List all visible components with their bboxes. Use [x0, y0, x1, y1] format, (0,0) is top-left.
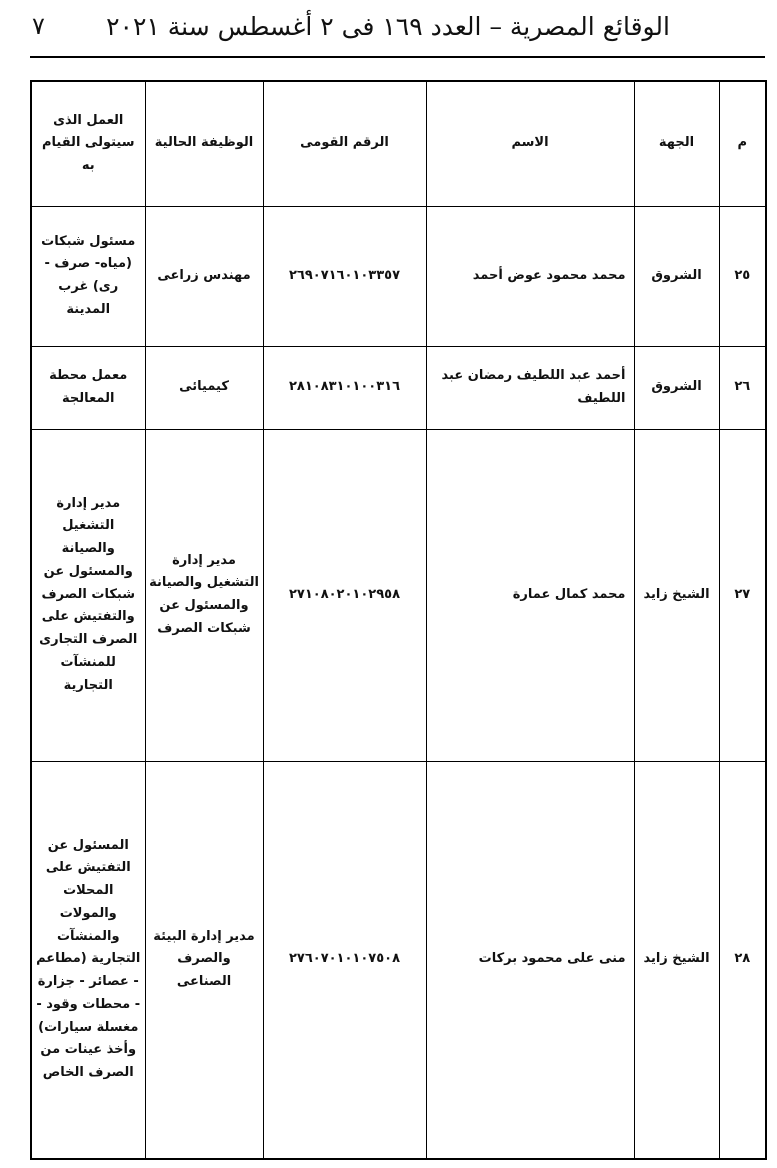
table-cell: ٢٨ [718, 760, 767, 1160]
page-number: ٧ [32, 12, 45, 40]
column-header: العمل الذى سيتولى القيام به [30, 80, 146, 207]
table-cell: الشيخ زايد [633, 760, 720, 1160]
table-cell: مدير إدارة التشغيل والصيانة والمسئول عن … [144, 428, 264, 762]
table: م الجهة الاسم الرقم القومى الوظيفة الحالية ال… [30, 80, 767, 1160]
header-title: الوقائع المصرية – العدد ١٦٩ فى ٢ أغسطس س… [106, 12, 670, 41]
table-cell: معمل محطة المعالجة [30, 345, 146, 430]
table-row: ٢٥ الشروق محمد محمود عوض أحمد ٢٦٩٠٧١٦٠١٠٣٣٥… [30, 205, 767, 347]
table-row: ٢٨ الشيخ زايد منى على محمود بركات ٢٧٦٠٧٠١٠١… [30, 760, 767, 1160]
table-cell: مسئول شبكات (مياه- صرف - رى) غرب المدينة [30, 205, 146, 347]
table-row: ٢٦ الشروق أحمد عبد اللطيف رمضان عبد اللطيف… [30, 345, 767, 430]
header-rule [30, 56, 765, 58]
table-cell: مدير إدارة البيئة والصرف الصناعى [144, 760, 264, 1160]
table-cell: مدير إدارة التشغيل والصيانة والمسئول عن … [30, 428, 146, 762]
header-row: م الجهة الاسم الرقم القومى الوظيفة الحالية ال… [30, 80, 767, 207]
table-cell: ٢٨١٠٨٣١٠١٠٠٣١٦ [262, 345, 427, 430]
table-cell: ٢٥ [718, 205, 767, 347]
table-cell: الشروق [633, 205, 720, 347]
table-cell: مهندس زراعى [144, 205, 264, 347]
table-cell: ٢٦٩٠٧١٦٠١٠٣٣٥٧ [262, 205, 427, 347]
column-header: الاسم [425, 80, 635, 207]
table-cell: أحمد عبد اللطيف رمضان عبد اللطيف [425, 345, 635, 430]
column-header: الجهة [633, 80, 720, 207]
table-cell: المسئول عن التفتيش على المحلات والمولات … [30, 760, 146, 1160]
table-cell: الشروق [633, 345, 720, 430]
table-cell: الشيخ زايد [633, 428, 720, 762]
table-row: ٢٧ الشيخ زايد محمد كمال عمارة ٢٧١٠٨٠٢٠١٠٢٩٥… [30, 428, 767, 762]
table-cell: ٢٧١٠٨٠٢٠١٠٢٩٥٨ [262, 428, 427, 762]
table-cell: منى على محمود بركات [425, 760, 635, 1160]
table-cell: محمد كمال عمارة [425, 428, 635, 762]
table-cell: ٢٧٦٠٧٠١٠١٠٧٥٠٨ [262, 760, 427, 1160]
table-cell: ٢٦ [718, 345, 767, 430]
column-header: م [718, 80, 767, 207]
table-cell: محمد محمود عوض أحمد [425, 205, 635, 347]
column-header: الوظيفة الحالية [144, 80, 264, 207]
table-cell: كيميائى [144, 345, 264, 430]
page-header: الوقائع المصرية – العدد ١٦٩ فى ٢ أغسطس س… [30, 8, 765, 42]
column-header: الرقم القومى [262, 80, 427, 207]
table-cell: ٢٧ [718, 428, 767, 762]
